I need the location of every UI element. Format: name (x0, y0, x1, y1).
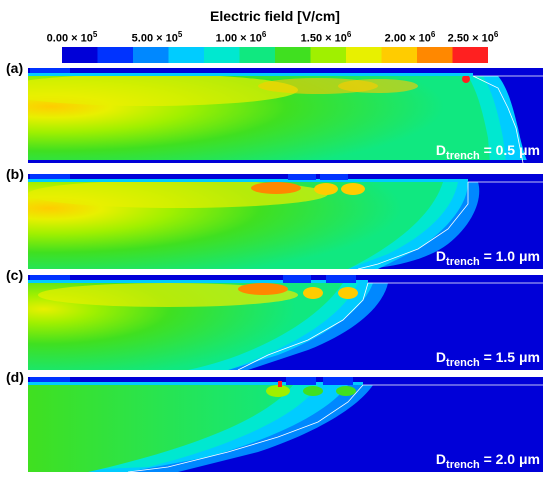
panel-c: (c) Dtrench = 1.5 μm (0, 267, 550, 375)
colorbar-tick-4: 2.00 × 106 (384, 30, 436, 45)
colorbar-swatch (275, 47, 311, 63)
colorbar-swatch (204, 47, 240, 63)
colorbar-swatch (62, 47, 98, 63)
trench-depth-label: Dtrench = 2.0 μm (435, 451, 540, 471)
colorbar-tick-labels: 0.00 × 105 5.00 × 105 1.00 × 106 1.50 × … (0, 30, 550, 46)
trench-depth-label: Dtrench = 1.0 μm (435, 248, 540, 268)
panel-tag: (d) (6, 369, 24, 385)
panel-tag: (a) (6, 60, 24, 76)
colorbar-swatch (133, 47, 169, 63)
panel-b: (b) Dtrench = 1.0 μm (0, 166, 550, 274)
colorbar-swatch (97, 47, 134, 63)
field-map-a (28, 68, 543, 163)
colorbar-title: Electric field [V/cm] (210, 8, 340, 24)
colorbar-swatch (381, 47, 418, 63)
panel-tag: (c) (6, 267, 24, 283)
colorbar-tick-2: 1.00 × 106 (215, 30, 267, 45)
panel-a: (a) Dtrench = 0.5 μm (0, 60, 550, 168)
trench-depth-label: Dtrench = 0.5 μm (435, 142, 540, 162)
colorbar-swatch (168, 47, 205, 63)
field-map-c (28, 275, 543, 370)
colorbar-tick-3: 1.50 × 106 (300, 30, 352, 45)
colorbar-swatch (239, 47, 276, 63)
colorbar-tick-1: 5.00 × 105 (131, 30, 183, 45)
field-map-b (28, 174, 543, 269)
panel-tag: (b) (6, 166, 24, 182)
colorbar (62, 47, 488, 63)
colorbar-swatch (452, 47, 488, 63)
colorbar-tick-0: 0.00 × 105 (46, 30, 98, 45)
panel-d: (d) Dtrench = 2.0 μm (0, 369, 550, 477)
colorbar-swatch (346, 47, 382, 63)
field-map-d (28, 377, 543, 472)
colorbar-tick-5: 2.50 × 106 (447, 30, 499, 45)
trench-depth-label: Dtrench = 1.5 μm (435, 349, 540, 369)
colorbar-swatch (417, 47, 453, 63)
colorbar-swatch (310, 47, 347, 63)
